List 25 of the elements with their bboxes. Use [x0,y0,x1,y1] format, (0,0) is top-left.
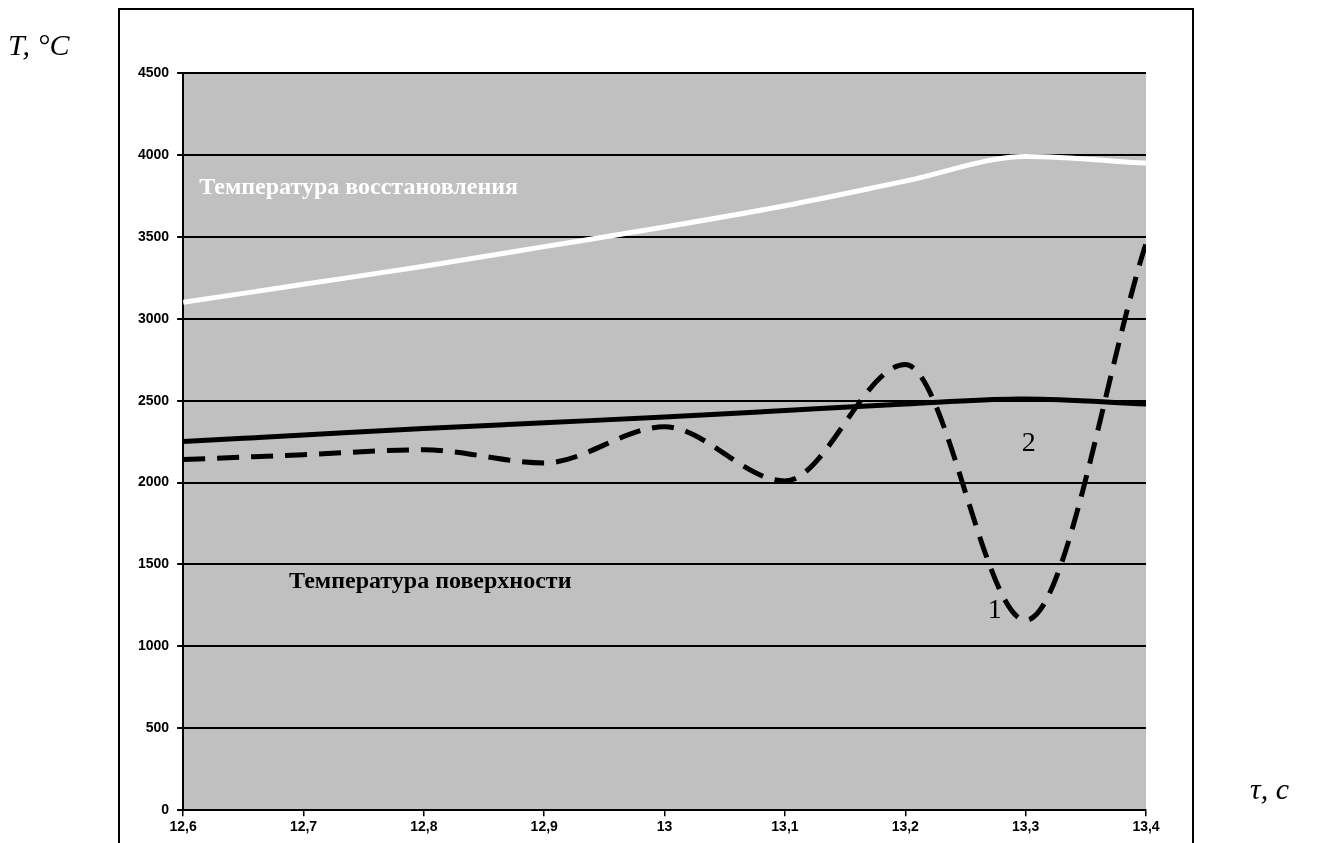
x-tick-label: 12,7 [289,818,318,835]
y-tick-label: 4000 [137,145,170,162]
x-tick-label: 12,9 [530,818,559,835]
y-tick-label: 3500 [137,227,170,244]
y-tick-label: 4500 [137,63,170,80]
x-tick-label: 13 [656,818,673,835]
y-tick-label: 1500 [137,555,170,572]
annotation: Температура поверхности [289,566,572,593]
x-tick-label: 13,2 [891,818,920,835]
x-tick-label: 13,4 [1132,818,1160,835]
x-tick-label: 13,3 [1012,818,1040,835]
y-axis-title: T, °C [8,28,70,62]
text: Температура восстановления [199,172,519,199]
y-tick-label: 0 [161,801,170,818]
x-tick-label: 12,8 [410,818,438,835]
x-tick-label: 12,6 [169,818,197,835]
y-tick-label: 500 [145,719,170,736]
y-tick-label: 2000 [137,473,170,490]
series-label: 2 [1021,426,1036,458]
y-tick-label: 2500 [137,391,170,408]
y-tick-label: 3000 [137,309,170,326]
series-label: 1 [987,592,1002,624]
y-tick-label: 1000 [137,637,170,654]
x-axis-title: τ, с [1250,772,1290,806]
x-tick-label: 13,1 [771,818,799,835]
